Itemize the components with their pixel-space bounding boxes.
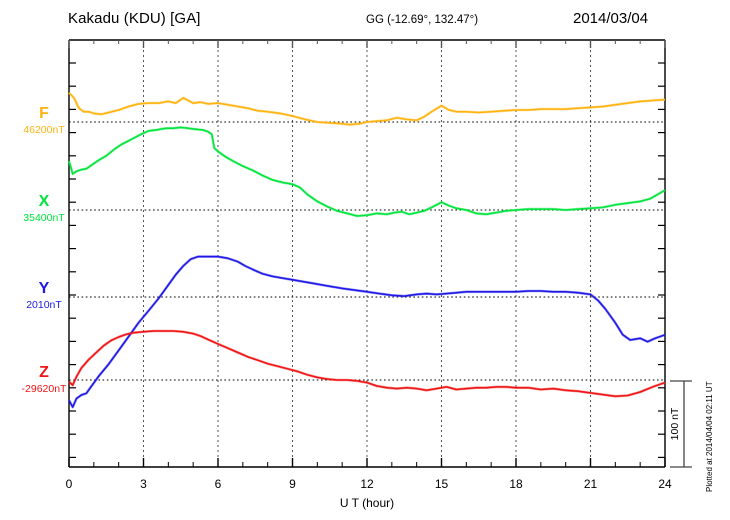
trace-f	[68, 92, 666, 126]
station-coordinates: GG (-12.69°, 132.47°)	[366, 14, 479, 26]
x-axis-tick-label: 0	[66, 477, 73, 491]
component-label-x: X	[39, 193, 50, 210]
component-label-y: Y	[39, 280, 50, 297]
component-baseline-y: 2010nT	[26, 299, 62, 311]
page-title: Kakadu (KDU) [GA]	[68, 10, 201, 27]
x-axis-tick-label: 24	[658, 477, 672, 491]
component-baseline-z: -29620nT	[22, 383, 68, 395]
plotted-at-text: Plotted at 2014/04/04 02:11 UT	[705, 381, 714, 492]
x-axis-tick-label: 21	[584, 477, 598, 491]
x-axis-tick-label: 6	[215, 477, 222, 491]
component-label-f: F	[39, 105, 49, 122]
x-axis-tick-label: 18	[509, 477, 523, 491]
trace-z	[68, 330, 666, 398]
x-axis-tick-label: 3	[140, 477, 147, 491]
x-axis-label: U T (hour)	[340, 496, 394, 510]
component-baseline-x: 35400nT	[23, 212, 65, 224]
x-axis-tick-label: 15	[435, 477, 449, 491]
component-baseline-f: 46200nT	[23, 124, 65, 136]
x-axis-tick-label: 9	[289, 477, 296, 491]
plotted-at-stamp: Plotted at 2014/04/04 02:11 UT	[705, 381, 730, 501]
component-label-z: Z	[39, 364, 49, 381]
trace-x	[68, 126, 666, 217]
observation-date: 2014/03/04	[573, 10, 649, 27]
scale-bar-label: 100 nT	[669, 407, 681, 440]
trace-y	[68, 255, 666, 408]
x-axis-tick-label: 12	[360, 477, 374, 491]
